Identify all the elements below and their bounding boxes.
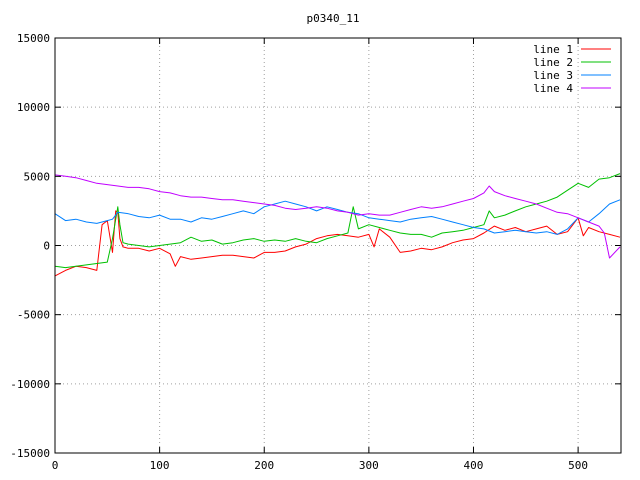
chart-title: p0340_11 bbox=[307, 12, 360, 25]
y-tick-label: 5000 bbox=[24, 170, 51, 183]
legend-label-2: line 2 bbox=[533, 56, 573, 69]
x-tick-label: 100 bbox=[150, 459, 170, 472]
y-tick-label: 0 bbox=[43, 240, 50, 253]
series-line-1 bbox=[54, 210, 621, 277]
legend-label-3: line 3 bbox=[533, 69, 573, 82]
y-tick-label: -15000 bbox=[10, 447, 50, 460]
y-tick-label: 15000 bbox=[17, 32, 50, 45]
x-tick-label: 200 bbox=[254, 459, 274, 472]
x-tick-label: 0 bbox=[52, 459, 59, 472]
y-tick-label: -10000 bbox=[10, 378, 50, 391]
x-tick-label: 300 bbox=[359, 459, 379, 472]
legend-label-1: line 1 bbox=[533, 43, 573, 56]
x-tick-label: 400 bbox=[464, 459, 484, 472]
y-tick-label: 10000 bbox=[17, 101, 50, 114]
series-line-4 bbox=[54, 174, 621, 259]
series-line-2 bbox=[54, 173, 621, 269]
legend-label-4: line 4 bbox=[533, 82, 573, 95]
x-tick-label: 500 bbox=[568, 459, 588, 472]
y-tick-label: -5000 bbox=[17, 309, 50, 322]
series-line-3 bbox=[54, 199, 621, 235]
plot-area bbox=[54, 173, 621, 277]
axes: 0 100 200 300 400 500 -15000 -10000 -5000 0 5000 10… bbox=[10, 32, 621, 472]
